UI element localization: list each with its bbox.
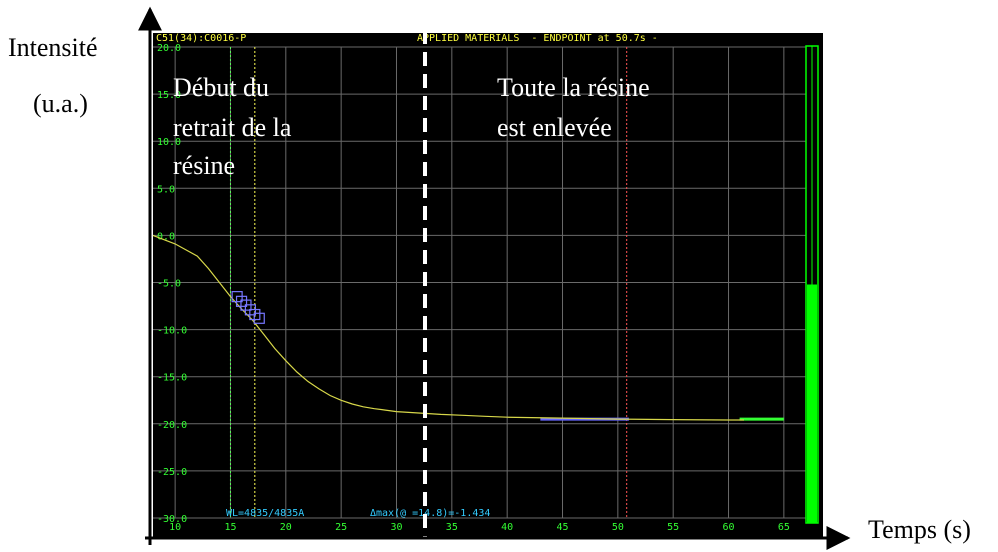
footer-amax-text: Δmax(@ =14.8)=-1.434	[370, 508, 490, 519]
y-tick-label: 0.0	[157, 231, 175, 242]
signal-series	[152, 234, 744, 421]
y-tick-label: -20.0	[157, 420, 187, 431]
x-tick-label: 40	[501, 522, 513, 533]
annotation-end-line1: Toute la résine	[497, 73, 650, 102]
x-tick-label: 35	[446, 522, 458, 533]
footer-wl-text: WL=4835/4835A	[226, 508, 304, 519]
x-tick-label: 55	[667, 522, 679, 533]
y-axis-label-line2: (u.a.)	[33, 89, 88, 118]
x-tick-label: 25	[335, 522, 347, 533]
y-tick-label: 15.0	[157, 90, 181, 101]
y-tick-label: -15.0	[157, 373, 187, 384]
header-left-text: C51(34):C0016-P	[156, 33, 246, 44]
x-tick-label: 30	[390, 522, 402, 533]
x-tick-label: 60	[723, 522, 735, 533]
plot-screen-background	[153, 33, 823, 538]
x-axis-label: Temps (s)	[868, 515, 971, 544]
square-marker	[253, 312, 265, 324]
x-tick-label: 65	[778, 522, 790, 533]
y-tick-label: -10.0	[157, 326, 187, 337]
header-right-text: APPLIED MATERIALS - ENDPOINT at 50.7s -	[417, 33, 658, 44]
x-tick-label: 50	[612, 522, 624, 533]
grid-lines	[153, 46, 806, 519]
y-tick-label: -25.0	[157, 467, 187, 478]
x-tick-labels: 10 15 20 25 30 35 40 45 50 55 60 65	[169, 522, 790, 533]
x-tick-label: 45	[556, 522, 568, 533]
y-tick-label: -30.0	[157, 514, 187, 525]
y-tick-label: 10.0	[157, 137, 181, 148]
y-tick-label: 20.0	[157, 43, 181, 54]
annotation-start-line1: Début du	[173, 73, 269, 102]
y-tick-labels: 20.0 15.0 10.0 5.0 0.0 -5.0 -10.0 -15.0 -20.0 -25…	[157, 43, 187, 525]
annotation-start-line3: résine	[173, 151, 235, 180]
y-axis-label-line1: Intensité	[8, 33, 98, 62]
vertical-marker-lines	[229, 47, 628, 518]
y-tick-label: 5.0	[157, 184, 175, 195]
x-tick-label: 10	[169, 522, 181, 533]
x-tick-label: 20	[280, 522, 292, 533]
square-markers	[231, 291, 265, 324]
annotation-end-line2: est enlevée	[497, 113, 612, 142]
y-tick-label: -5.0	[157, 279, 181, 290]
signal-line	[152, 234, 744, 421]
annotation-start-line2: retrait de la	[173, 113, 292, 142]
x-tick-label: 15	[224, 522, 236, 533]
